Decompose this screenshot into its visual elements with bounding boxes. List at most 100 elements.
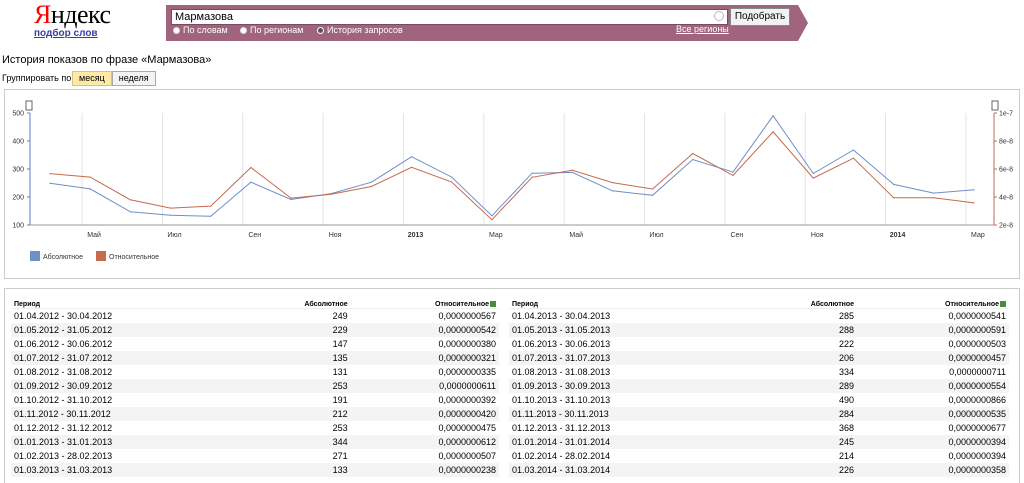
y-left-tick-label: 500: [12, 111, 24, 118]
excel-icon[interactable]: [490, 301, 496, 308]
x-tick-label: Ноя: [811, 232, 824, 239]
data-point: [692, 158, 694, 161]
history-chart: Май Июл Сен Ноя 2013 Мар Май Июл Сен Ноя 2014 Мар 10…: [12, 100, 1013, 261]
table-row: 01.10.2013 - 31.10.2013 490 0,0000000866: [509, 393, 1009, 407]
data-point: [290, 197, 292, 199]
radio-history[interactable]: История запросов: [317, 25, 403, 35]
y-right-tick-label: 8e-8: [999, 139, 1013, 146]
abs-cell: 285: [839, 311, 855, 321]
table-row: 01.06.2012 - 30.06.2012 147 0,0000000380: [11, 337, 499, 351]
data-point: [571, 171, 573, 173]
rel-cell: 0,0000000507: [438, 451, 496, 461]
rel-cell: 0,0000000611: [350, 379, 499, 393]
period-cell: 01.12.2012 - 31.12.2012: [14, 423, 113, 433]
data-point: [933, 192, 935, 194]
data-point: [531, 172, 533, 174]
abs-cell: 229: [241, 323, 351, 337]
x-tick-label: 2013: [408, 232, 424, 239]
page-title: История показов по фразе «Мармазова»: [2, 54, 212, 66]
data-point: [169, 207, 172, 209]
table-row: 01.08.2012 - 31.08.2012 131 0,0000000335: [11, 365, 499, 379]
data-point: [210, 205, 212, 207]
data-point: [852, 149, 855, 151]
clear-icon[interactable]: [714, 11, 724, 21]
period-cell: 01.09.2013 - 30.09.2013: [509, 379, 746, 393]
data-point: [772, 115, 774, 117]
abs-cell: 245: [745, 435, 858, 449]
period-cell: 01.06.2013 - 30.06.2013: [512, 339, 611, 349]
data-point: [973, 189, 975, 191]
data-point: [692, 152, 694, 155]
abs-cell: 226: [745, 463, 858, 477]
abs-cell: 191: [332, 395, 348, 405]
period-cell: 01.12.2013 - 31.12.2013: [512, 423, 611, 433]
legend-swatch: [30, 251, 40, 261]
y-left-tick-label: 400: [12, 139, 24, 146]
data-point: [852, 157, 855, 159]
data-point: [451, 176, 453, 178]
table-row: 01.01.2013 - 31.01.2013 344 0,0000000612: [11, 435, 499, 449]
search-input[interactable]: Мармазова: [171, 9, 728, 25]
series-line-relative: [49, 131, 975, 221]
radio-icon: [173, 26, 180, 34]
rel-cell: 0,0000000677: [948, 423, 1006, 433]
y-left-tick-label: 300: [12, 167, 24, 174]
period-cell: 01.02.2014 - 28.02.2014: [512, 451, 611, 461]
col-period-header: Период: [11, 296, 242, 309]
abs-cell: 288: [745, 323, 858, 337]
abs-cell: 344: [241, 435, 351, 449]
data-point: [169, 214, 172, 216]
rel-cell: 0,0000000541: [948, 311, 1006, 321]
wordstat-link[interactable]: подбор слов: [34, 28, 98, 39]
col-rel-header: Относительное: [350, 296, 499, 309]
data-point: [451, 181, 453, 183]
period-cell: 01.01.2013 - 31.01.2013: [11, 435, 242, 449]
data-point: [370, 185, 372, 188]
data-point: [732, 174, 734, 177]
radio-by-words[interactable]: По словам: [173, 25, 228, 35]
abs-cell: 334: [839, 367, 855, 377]
table-row: 01.11.2012 - 30.11.2012 212 0,0000000420: [11, 407, 499, 421]
rel-cell: 0,0000000554: [857, 379, 1009, 393]
y-right-tick-label: 2e-8: [999, 223, 1013, 230]
abs-cell: 253: [241, 379, 351, 393]
table-row: 01.03.2014 - 31.03.2014 226 0,0000000358: [509, 463, 1009, 477]
x-tick-label: Мар: [971, 232, 985, 239]
data-point: [973, 202, 975, 204]
data-point: [732, 171, 734, 173]
table-row: 01.02.2013 - 28.02.2013 271 0,0000000507: [11, 449, 499, 463]
submit-button[interactable]: Подобрать: [730, 8, 790, 26]
abs-cell: 135: [241, 351, 351, 365]
radio-by-regions[interactable]: По регионам: [240, 25, 303, 35]
abs-cell: 253: [332, 423, 348, 433]
left-handle-icon: [25, 100, 33, 111]
table-row: 01.09.2013 - 30.09.2013 289 0,0000000554: [509, 379, 1009, 393]
data-point: [250, 166, 252, 169]
group-month-button[interactable]: месяц: [72, 71, 112, 86]
abs-cell: 490: [839, 395, 855, 405]
data-point: [772, 131, 774, 133]
right-handle-icon: [991, 100, 999, 111]
yandex-logo[interactable]: Яндекс: [34, 2, 111, 28]
period-cell: 01.05.2012 - 31.05.2012: [11, 323, 242, 337]
y-right-tick-label: 6e-8: [999, 167, 1013, 174]
table-row: 01.09.2012 - 30.09.2012 253 0,0000000611: [11, 379, 499, 393]
table-row: 01.03.2013 - 31.03.2013 133 0,0000000238: [11, 463, 499, 477]
data-point: [893, 183, 895, 185]
rel-cell: 0,0000000420: [350, 407, 499, 421]
table-row: 01.05.2013 - 31.05.2013 288 0,0000000591: [509, 323, 1009, 337]
table-row: 01.08.2013 - 31.08.2013 334 0,0000000711: [509, 365, 1009, 379]
period-cell: 01.04.2012 - 30.04.2012: [14, 311, 113, 321]
table-row: 01.04.2013 - 30.04.2013 285 0,0000000541: [509, 309, 1009, 324]
table-row: 01.04.2012 - 30.04.2012 249 0,0000000567: [11, 309, 499, 324]
data-point: [611, 181, 614, 184]
excel-icon[interactable]: [1000, 301, 1006, 308]
data-point: [410, 156, 413, 158]
all-regions-link[interactable]: Все регионы: [676, 24, 729, 34]
data-point: [812, 177, 814, 179]
period-cell: 01.04.2013 - 30.04.2013: [512, 311, 611, 321]
rel-cell: 0,0000000394: [857, 435, 1009, 449]
group-week-button[interactable]: неделя: [111, 71, 156, 86]
data-point: [49, 173, 51, 175]
abs-cell: 214: [839, 451, 855, 461]
